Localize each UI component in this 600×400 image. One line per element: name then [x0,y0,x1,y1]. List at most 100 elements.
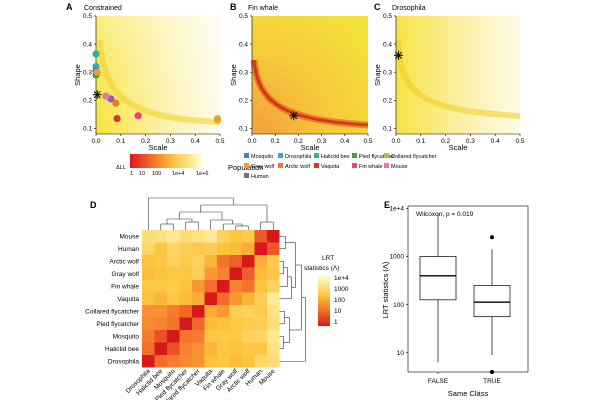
panel-c-points [393,50,403,60]
legend-swatch-vaquita [314,163,319,168]
y-tick-label: 0.4 [383,41,392,48]
panel-c: 0.0 0.1 0.2 0.3 0.4 0.50.10.20.30.40.5 Scale … [373,13,525,152]
row-label: Drosophila [108,358,139,365]
heatmap-cell [154,330,167,343]
delta-ll-legend-title: ΔLL [116,165,126,171]
heatmap-cell [167,267,180,280]
panel-a-xlabel: Scale [149,143,168,152]
x-tick-label: 0.2 [141,138,150,145]
panel-title-c: Drosophila [392,5,426,12]
legend-swatch-gray-wolf [244,163,249,168]
heatmap-cell [267,330,280,343]
heatmap-cell [204,305,217,318]
point-arctic-wolf [112,99,120,107]
delta-ll-legend: ΔLL 1 10 100 1e+4 1e+6 [116,154,208,177]
legend-swatch-pied-flycatcher [352,153,357,158]
heatmap-cell [142,305,155,318]
heatmap-cell [179,317,192,330]
panel-b-ylabel: Shape [229,64,238,86]
heatmap-cell [254,267,267,280]
heatmap-cell [217,292,230,305]
heatmap-cell [167,342,180,355]
heatmap-cell [217,355,230,368]
heatmap-cell [204,267,217,280]
heatmap-cell [179,242,192,255]
row-label: Fin whale [111,283,139,290]
heatmap-cell [217,230,230,243]
heatmap-cell [192,330,205,343]
heatmap-cell [154,305,167,318]
panel-a: 0.0 0.1 0.2 0.3 0.4 0.50.10.20.30.40.5 Scale … [73,13,225,152]
heatmap-cell [154,342,167,355]
heatmap-cell [267,342,280,355]
heatmap-cell [142,267,155,280]
heatmap-cell [192,242,205,255]
heatmap-cell [242,292,255,305]
panel-d-legend-tick: 10 [334,308,342,315]
panel-b: 0.0 0.1 0.2 0.3 0.4 0.50.10.20.30.40.5 Scale … [229,13,373,152]
panel-d-legend-title-1: LRT [322,255,334,262]
heatmap-cell [142,255,155,268]
heatmap-cell [179,342,192,355]
heatmap-cell [242,305,255,318]
heatmap-cell [267,305,280,318]
panel-b-points [289,111,299,121]
panel-d-legend-tick: 100 [334,297,345,304]
legend-label-gray-wolf: Gray wolf [251,164,275,170]
heatmap-cell [267,255,280,268]
panel-b-xlabel: Scale [301,143,320,152]
box-iqr [473,285,511,318]
heatmap-cell [154,317,167,330]
y-tick-label: 0.5 [383,13,392,20]
heatmap-cell [229,230,242,243]
heatmap-cell [142,280,155,293]
heatmap-cell [154,267,167,280]
panel-a-points [92,50,222,124]
heatmap-cell [229,330,242,343]
legend-label-arctic-wolf: Arctic wolf [285,164,311,170]
heatmap-cell [179,280,192,293]
legend-swatch-collared-flycatcher [384,153,389,158]
delta-ll-ticks: 1 10 100 1e+4 1e+6 [130,171,208,177]
row-label: Mosquito [113,333,140,340]
heatmap-cell [229,242,242,255]
panel-title-b: Fin whale [248,5,278,12]
legend-label-mouse: Mouse [391,164,408,170]
delta-ll-tick: 10 [139,171,145,177]
panel-e-annotation: Wilcoxon, p = 0.019 [416,211,474,218]
heatmap-cell [142,317,155,330]
heatmap-cell [167,317,180,330]
x-tick-label: FALSE [428,378,449,385]
outlier-point [490,235,494,240]
panel-d-legend-bar [318,276,330,326]
delta-ll-tick: 100 [152,171,161,177]
panel-label-c: C [374,2,381,12]
heatmap-cell [192,230,205,243]
heatmap-cell [167,280,180,293]
heatmap-cell [167,242,180,255]
heatmap-cell [167,355,180,368]
legend-label-fin-whale: Fin whale [359,164,383,170]
heatmap-cell [217,280,230,293]
legend-swatch-mosquito [244,153,249,158]
heatmap-cell [242,342,255,355]
legend-swatch-mouse [384,163,389,168]
panel-label-a: A [66,2,73,12]
heatmap-cell [192,317,205,330]
x-tick-label: 0.3 [166,138,175,145]
row-label: Mouse [119,233,139,240]
legend-label-pied-flycatcher: Pied flycatcher [359,154,395,160]
legend-label-human: Human [251,174,269,180]
x-tick-label: 0.5 [215,138,224,145]
panel-d-dendrogram-right [279,235,306,362]
panel-e-frame [407,205,529,373]
heatmap-cell [154,255,167,268]
point-gray-wolf [93,68,101,76]
y-tick-label: 10 [397,350,405,357]
heatmap-cell [179,355,192,368]
heatmap-cell [217,242,230,255]
heatmap-cell [217,330,230,343]
row-label: Pied flycatcher [96,321,139,328]
